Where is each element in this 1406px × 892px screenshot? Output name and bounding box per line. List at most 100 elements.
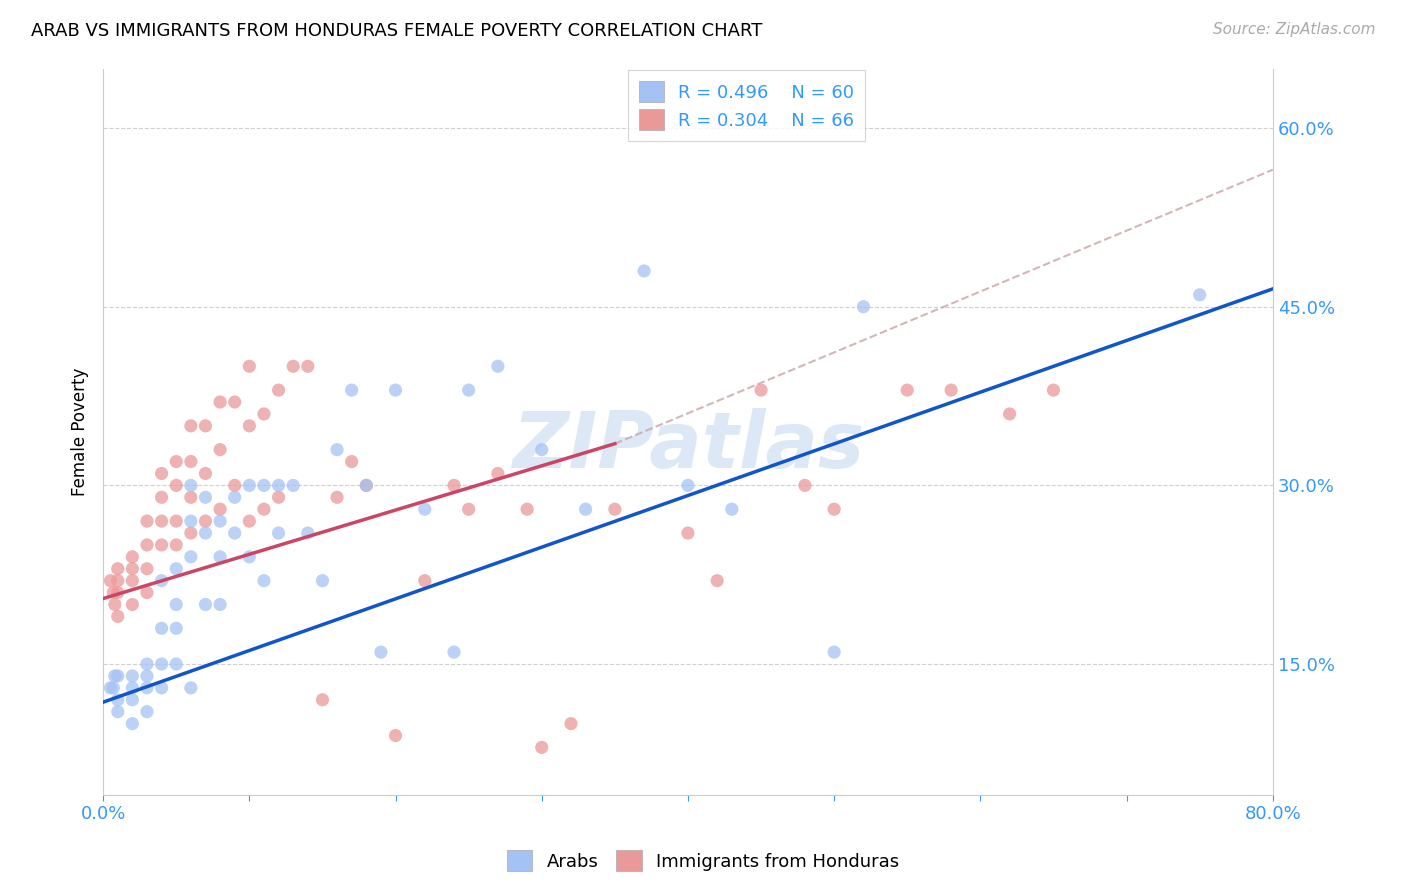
Point (209, 442, 232, 457)
Point (443, 478, 465, 492)
Point (356, 478, 378, 492)
Point (180, 418, 202, 433)
Text: Source: ZipAtlas.com: Source: ZipAtlas.com (1212, 22, 1375, 37)
Point (384, 383, 406, 397)
Point (384, 729, 406, 743)
Point (150, 657, 173, 671)
Point (180, 526, 202, 541)
Point (136, 538, 159, 552)
Point (209, 549, 232, 564)
Point (165, 657, 187, 671)
Point (165, 562, 187, 576)
Point (267, 491, 290, 505)
Point (1042, 383, 1064, 397)
Point (121, 574, 143, 588)
Point (443, 645, 465, 659)
Point (107, 669, 129, 683)
Point (267, 383, 290, 397)
Point (340, 454, 363, 468)
Point (516, 502, 538, 516)
Point (107, 693, 129, 707)
Point (136, 681, 159, 695)
Point (633, 264, 655, 278)
Point (793, 478, 815, 492)
Point (136, 705, 159, 719)
Point (224, 395, 246, 409)
Point (676, 526, 699, 541)
Point (823, 645, 845, 659)
Point (150, 574, 173, 588)
Point (209, 598, 232, 612)
Point (103, 585, 125, 599)
Point (165, 478, 187, 492)
Point (413, 574, 436, 588)
Text: ZIPatlas: ZIPatlas (512, 409, 865, 484)
Point (253, 502, 276, 516)
Point (224, 478, 246, 492)
Point (194, 598, 217, 612)
Point (267, 526, 290, 541)
Point (165, 454, 187, 468)
Point (1188, 288, 1211, 302)
Text: ARAB VS IMMIGRANTS FROM HONDURAS FEMALE POVERTY CORRELATION CHART: ARAB VS IMMIGRANTS FROM HONDURAS FEMALE … (31, 22, 762, 40)
Point (560, 716, 582, 731)
Point (575, 502, 598, 516)
Point (180, 549, 202, 564)
Point (180, 514, 202, 528)
Point (107, 562, 129, 576)
Point (150, 514, 173, 528)
Point (180, 478, 202, 492)
Point (457, 502, 479, 516)
Point (939, 383, 962, 397)
Point (530, 442, 553, 457)
Point (224, 491, 246, 505)
Point (121, 681, 143, 695)
Point (107, 585, 129, 599)
Point (209, 514, 232, 528)
Point (356, 478, 378, 492)
Point (486, 359, 509, 374)
Point (340, 383, 363, 397)
Point (136, 669, 159, 683)
Point (823, 502, 845, 516)
Point (180, 454, 202, 468)
Point (238, 418, 260, 433)
Point (238, 359, 260, 374)
Point (121, 562, 143, 576)
Point (749, 383, 772, 397)
Point (194, 514, 217, 528)
Point (238, 549, 260, 564)
Point (100, 574, 122, 588)
Point (297, 526, 319, 541)
Point (100, 681, 122, 695)
Point (165, 538, 187, 552)
Point (194, 526, 217, 541)
Point (180, 681, 202, 695)
Point (457, 383, 479, 397)
Point (267, 478, 290, 492)
Point (238, 514, 260, 528)
Point (253, 407, 276, 421)
Point (165, 598, 187, 612)
Point (150, 538, 173, 552)
Point (209, 502, 232, 516)
Point (297, 359, 319, 374)
Point (209, 395, 232, 409)
Y-axis label: Female Poverty: Female Poverty (72, 368, 89, 496)
Point (413, 502, 436, 516)
Point (150, 467, 173, 481)
Point (530, 740, 553, 755)
Point (150, 681, 173, 695)
Point (326, 442, 349, 457)
Point (998, 407, 1021, 421)
Point (136, 585, 159, 599)
Point (852, 300, 875, 314)
Point (224, 526, 246, 541)
Point (486, 467, 509, 481)
Point (121, 693, 143, 707)
Point (165, 621, 187, 635)
Point (253, 478, 276, 492)
Point (121, 598, 143, 612)
Point (150, 621, 173, 635)
Legend: Arabs, Immigrants from Honduras: Arabs, Immigrants from Honduras (499, 843, 907, 879)
